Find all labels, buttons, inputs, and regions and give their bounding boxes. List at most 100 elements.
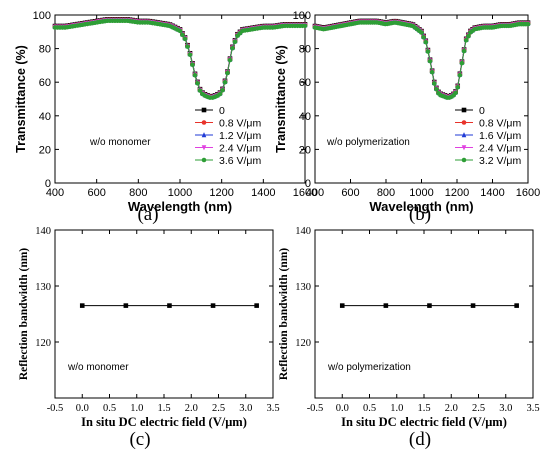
legend-marker — [461, 132, 467, 138]
data-point — [254, 303, 259, 308]
y-tick-label: 120 — [295, 338, 311, 349]
data-point — [423, 39, 429, 45]
panel-label: (b) — [409, 204, 431, 225]
data-point — [431, 81, 437, 86]
x-axis-label: In situ DC electric field (V/μm) — [81, 415, 247, 429]
data-point — [182, 36, 188, 42]
x-tick-label: 1400 — [251, 187, 275, 199]
y-tick-label: 80 — [299, 44, 311, 56]
data-point — [192, 72, 198, 78]
legend-entry: 2.4 V/μm — [479, 143, 521, 155]
x-tick-label: -0.5 — [47, 403, 64, 414]
panel-label: (a) — [137, 204, 158, 225]
data-point — [167, 303, 172, 308]
legend-marker — [201, 145, 207, 151]
data-point — [190, 62, 195, 68]
data-point — [180, 32, 185, 38]
x-tick-label: 400 — [306, 187, 324, 199]
data-point — [210, 303, 216, 308]
legend-entry: 0 — [479, 105, 485, 117]
data-point — [459, 60, 465, 66]
data-point — [302, 23, 308, 29]
x-tick-label: 400 — [46, 187, 64, 199]
y-tick-label: 40 — [39, 111, 51, 123]
data-point — [225, 70, 230, 76]
y-tick-label: 140 — [295, 226, 311, 237]
panel-annotation: w/o monomer — [89, 137, 151, 148]
x-tick-label: 1.0 — [130, 403, 143, 414]
x-tick-label: 800 — [377, 187, 395, 199]
series-4 — [312, 20, 531, 100]
x-tick-label: 600 — [87, 187, 105, 199]
x-tick-label: 1.5 — [157, 403, 170, 414]
panel-label: (c) — [129, 429, 150, 450]
legend-entry: 3.2 V/μm — [479, 155, 521, 167]
data-point — [419, 30, 424, 35]
data-point — [434, 86, 439, 92]
legend-entry: 1.2 V/μm — [219, 130, 261, 142]
x-tick-label: 2.0 — [185, 403, 198, 414]
legend-entry: 2.4 V/μm — [219, 143, 261, 155]
y-tick-label: 0 — [305, 178, 311, 190]
x-tick-label: 1.5 — [417, 403, 430, 414]
x-tick-label: 1200 — [209, 187, 233, 199]
y-tick-label: 60 — [39, 77, 51, 89]
x-tick-label: 1600 — [293, 187, 317, 199]
x-tick-label: 3.0 — [499, 403, 512, 414]
data-point — [425, 49, 431, 54]
x-tick-label: 1400 — [480, 187, 504, 199]
data-point — [514, 303, 519, 308]
y-tick-label: 80 — [39, 44, 51, 56]
legend: 00.8 V/μm1.2 V/μm2.4 V/μm3.6 V/μm — [195, 105, 261, 167]
x-tick-label: 0.5 — [103, 403, 116, 414]
data-point — [187, 52, 193, 57]
legend-entry: 1.6 V/μm — [479, 130, 521, 142]
x-tick-label: 1.0 — [390, 403, 403, 414]
data-point — [427, 303, 432, 308]
y-tick-label: 0 — [45, 178, 51, 190]
data-point — [455, 84, 461, 90]
panel-a: 400 600 800 1000 1200 1400 1600020406080100Wav… — [14, 10, 317, 225]
y-tick-label: 20 — [299, 144, 311, 156]
data-point — [217, 91, 223, 97]
panel-b: 400 600 800 1000 1200 1400 1600020406080100Wav… — [274, 10, 540, 225]
y-tick-label: 40 — [299, 111, 311, 123]
x-tick-label: 0.0 — [76, 403, 89, 414]
y-tick-label: 120 — [35, 338, 51, 349]
x-tick-label: 600 — [341, 187, 359, 199]
data-point — [461, 48, 467, 54]
x-tick-label: 3.0 — [239, 403, 252, 414]
x-axis-label: Wavelength (nm) — [369, 199, 473, 214]
legend-marker — [201, 132, 207, 138]
panel-annotation: w/o polymerization — [326, 137, 410, 148]
data-point — [177, 28, 183, 34]
data-point — [232, 39, 238, 45]
y-axis-label: Reflection bandwidth (nm) — [278, 248, 290, 380]
legend-marker — [201, 120, 207, 125]
data-point — [79, 303, 85, 308]
x-tick-label: 3.5 — [526, 403, 539, 414]
y-axis-label: Transmittance (%) — [274, 45, 288, 153]
x-axis-label: Wavelength (nm) — [128, 199, 232, 214]
legend-marker — [461, 145, 467, 151]
series-4 — [52, 18, 308, 100]
legend-entry: 0.8 V/μm — [479, 118, 521, 130]
data-point — [466, 33, 471, 39]
data-point — [463, 37, 469, 43]
data-point — [453, 90, 458, 96]
x-tick-label: 1000 — [409, 187, 433, 199]
panel-c: -0.5 0.0 0.5 1.0 1.5 2.0 2.5 3.0 3.5 120 130 140 In … — [18, 226, 280, 450]
data-point — [470, 303, 476, 308]
y-tick-label: 130 — [35, 282, 51, 293]
data-point — [185, 44, 190, 49]
panel-label: (d) — [409, 429, 431, 450]
data-point — [197, 88, 203, 93]
y-tick-label: 100 — [33, 10, 51, 22]
legend: 00.8 V/μm1.6 V/μm2.4 V/μm3.2 V/μm — [455, 105, 521, 167]
x-tick-label: 0.5 — [363, 403, 376, 414]
data-point — [227, 57, 233, 63]
legend-entry: 3.6 V/μm — [219, 155, 261, 167]
legend-entry: 0.8 V/μm — [219, 118, 261, 130]
panel-annotation: w/o monomer — [67, 362, 129, 373]
